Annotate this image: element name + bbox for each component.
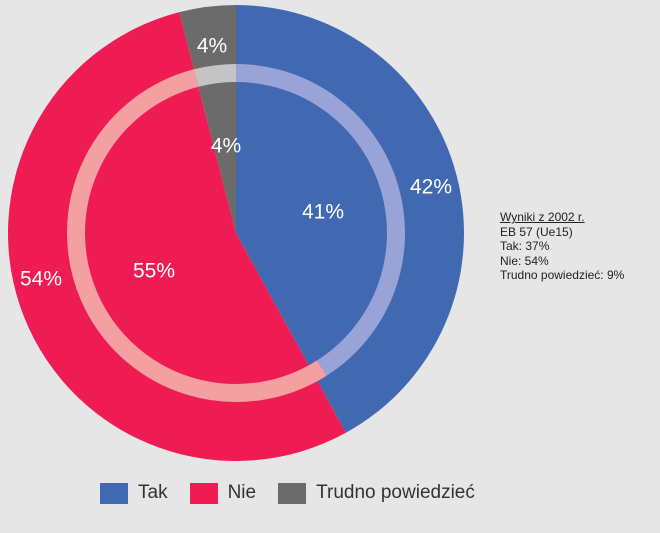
pie-slice-1 xyxy=(236,5,464,433)
side-note-line: EB 57 (Ue15) xyxy=(500,224,573,239)
legend-swatch xyxy=(100,482,128,504)
side-note: Wyniki z 2002 r. EB 57 (Ue15) Tak: 37% N… xyxy=(500,210,624,283)
pie-slice-2 xyxy=(8,12,346,461)
side-note-line: Trudno powiedzieć: 9% xyxy=(500,268,625,282)
side-note-title: Wyniki z 2002 r. xyxy=(500,210,585,224)
legend-label: Tak xyxy=(138,482,168,503)
side-note-line: Tak: 37% xyxy=(500,239,550,253)
ring-arc-1 xyxy=(235,64,405,376)
outer-label-1: 42% xyxy=(410,176,452,199)
legend-item-tak: Tak xyxy=(100,482,168,504)
ring-arc-2 xyxy=(67,69,327,402)
outer-label-3: 4% xyxy=(197,35,227,58)
legend-item-nie: Nie xyxy=(189,482,257,504)
side-note-line: Nie: 54% xyxy=(500,253,549,268)
legend-label: Nie xyxy=(227,482,257,503)
legend-item-trudno: Trudno powiedzieć xyxy=(278,482,475,504)
ring-arc-3 xyxy=(193,64,237,87)
legend-swatch xyxy=(278,482,307,504)
inner-label-1: 41% xyxy=(302,201,344,224)
legend-swatch xyxy=(189,482,218,504)
legend: Tak Nie Trudno powiedzieć xyxy=(100,482,497,504)
outer-label-2: 54% xyxy=(20,268,62,291)
inner-label-3: 4% xyxy=(211,135,241,158)
legend-label: Trudno powiedzieć xyxy=(316,482,475,503)
inner-label-2: 55% xyxy=(133,260,175,283)
pie-slice-3 xyxy=(179,5,236,233)
